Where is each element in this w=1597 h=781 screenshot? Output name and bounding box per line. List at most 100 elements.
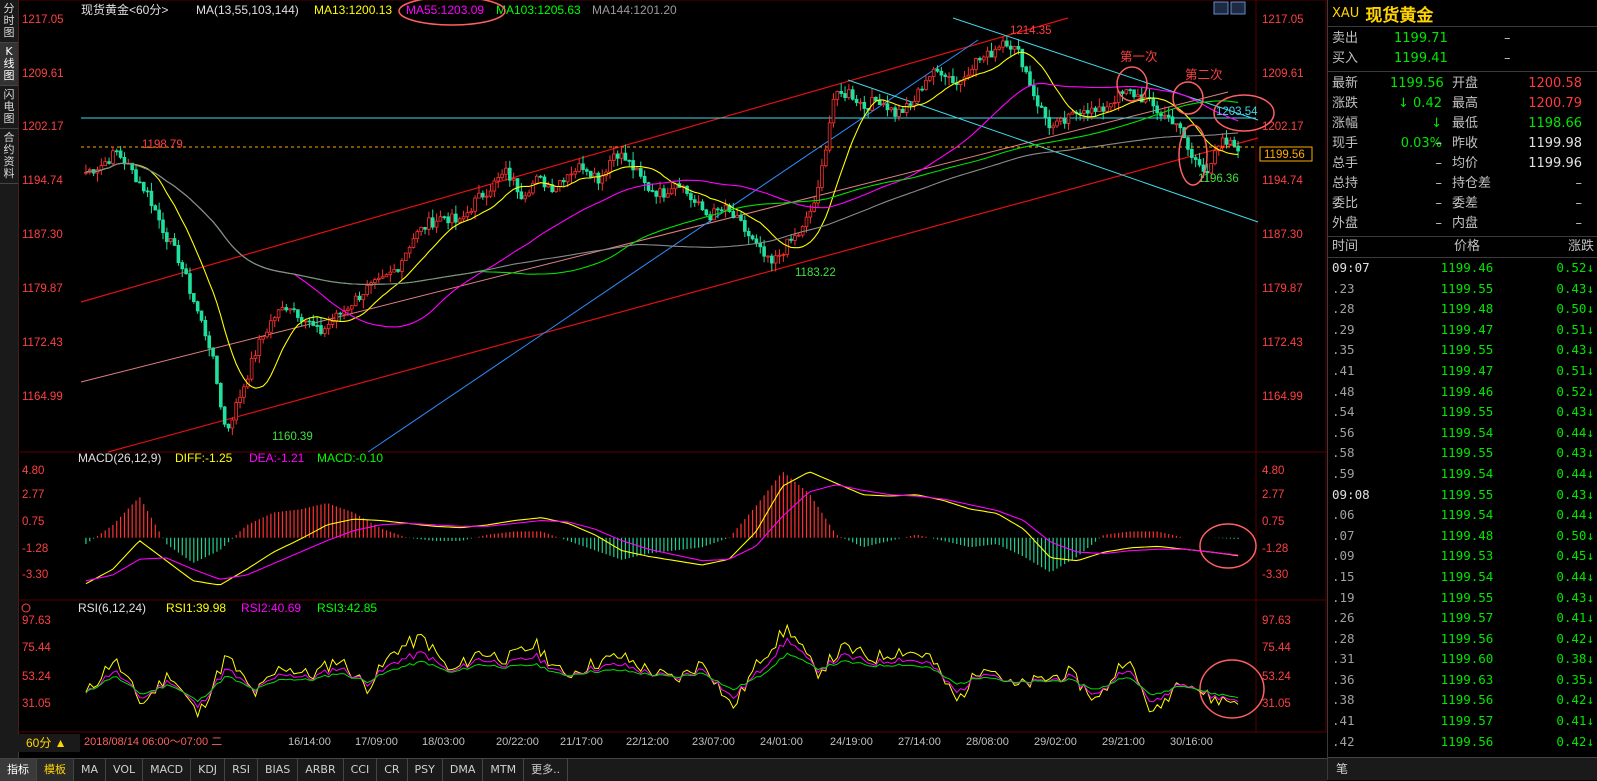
candle-body <box>496 177 501 182</box>
tick-price: 1199.53 <box>1440 548 1494 564</box>
bid-value: 1199.41 <box>1394 51 1448 66</box>
tab-cci[interactable]: CCI <box>344 759 378 781</box>
current-price-value: 1199.56 <box>1264 149 1305 161</box>
stat-cell: 开盘 <box>1452 76 1479 91</box>
tick-row: 09:08 1199.55 0.43↓ <box>1328 485 1597 506</box>
price-tick-right: 1194.74 <box>1262 175 1303 187</box>
tick-price: 1199.55 <box>1440 404 1494 420</box>
candle-body <box>338 312 343 315</box>
tick-mode-label[interactable]: 笔 <box>1336 762 1349 776</box>
tab-psy[interactable]: PSY <box>408 759 443 781</box>
candle-body <box>916 88 921 102</box>
tab-arbr[interactable]: ARBR <box>298 759 344 781</box>
candle-body <box>149 190 154 207</box>
quote-panel: XAU 现货黄金 卖出 1199.71 – 买入 1199.41 – 最新 119… <box>1327 0 1597 780</box>
tab-bias[interactable]: BIAS <box>258 759 299 781</box>
time-tick: 20/22:00 <box>496 736 539 748</box>
candle-body <box>249 357 254 380</box>
tab-macd[interactable]: MACD <box>143 759 192 781</box>
candle-body <box>350 305 354 310</box>
tick-time: .36 <box>1332 671 1355 687</box>
candle-body <box>692 199 697 203</box>
candle-body <box>473 197 477 212</box>
bid-ask-section: 卖出 1199.71 – 买入 1199.41 – <box>1328 27 1597 72</box>
tab-ma[interactable]: MA <box>74 759 107 781</box>
candle-body <box>1066 113 1071 124</box>
tick-price: 1199.57 <box>1440 713 1494 729</box>
tab-flash[interactable]: 闪电图 <box>0 86 18 129</box>
candle-body <box>1059 118 1063 122</box>
ma144-line <box>85 132 1239 285</box>
tab-kdj[interactable]: KDJ <box>191 759 226 781</box>
tab-rsi[interactable]: RSI <box>225 759 258 781</box>
channel-lower-line <box>107 137 1259 453</box>
bid-volume: – <box>1504 51 1511 66</box>
tick-time-header: 时间 <box>1332 239 1359 254</box>
stat-cell: – <box>1435 156 1443 171</box>
ma103-line <box>85 100 1239 285</box>
candle-body <box>400 260 404 272</box>
candle-body <box>889 107 894 111</box>
zoom-out-icon[interactable] <box>1213 1 1229 15</box>
tab-cr[interactable]: CR <box>377 759 408 781</box>
tab-contract-info[interactable]: 合约资料 <box>0 129 18 184</box>
tab-vol[interactable]: VOL <box>106 759 144 781</box>
candle-body <box>854 98 859 103</box>
tick-price: 1199.54 <box>1440 465 1494 481</box>
time-tick: 29/21:00 <box>1102 736 1145 748</box>
tab-dma[interactable]: DMA <box>443 759 484 781</box>
tick-price: 1199.55 <box>1440 342 1494 358</box>
tab-timeshare[interactable]: 分时图 <box>0 0 18 43</box>
period-selector[interactable] <box>18 734 80 752</box>
mid-trend-line <box>80 91 1229 383</box>
tick-row: .09 1199.53 0.45↓ <box>1328 546 1597 567</box>
tab-kline[interactable]: K线图 <box>0 43 18 86</box>
candle-body <box>743 220 747 232</box>
candle-body <box>272 317 277 322</box>
stat-cell: 1200.79 <box>1528 96 1582 111</box>
tab-templates[interactable]: 模板 <box>37 759 74 781</box>
candle-body <box>165 232 169 243</box>
candle-body <box>218 383 223 408</box>
tab-indicators[interactable]: 指标 <box>0 759 37 781</box>
price-axis-right: 1217.05 1209.61 1202.17 1194.74 1187.30 … <box>1262 14 1304 403</box>
candle-body <box>608 160 612 173</box>
candle-body <box>430 217 435 228</box>
kline-chart[interactable]: 现货黄金<60分> MA(13,55,103,144) MA13:1200.13… <box>18 0 1327 758</box>
tick-change: 0.52↓ <box>1556 383 1594 399</box>
candle-body <box>296 309 300 318</box>
candle-body <box>635 168 639 171</box>
tab-more[interactable]: 更多.. <box>524 759 569 781</box>
zoom-in-icon[interactable] <box>1230 1 1246 15</box>
tab-mtm[interactable]: MTM <box>483 759 525 781</box>
quote-name: 现货黄金 <box>1365 5 1434 26</box>
candle-body <box>777 254 782 257</box>
stat-cell: 总持 <box>1332 176 1359 191</box>
ask-row: 卖出 1199.71 – <box>1328 29 1597 49</box>
candle-body <box>457 218 462 223</box>
tick-change-header: 涨跌 <box>1567 239 1594 254</box>
candle-body <box>881 103 886 106</box>
current-price-tag <box>1259 146 1313 162</box>
tick-change: 0.42↓ <box>1556 630 1594 646</box>
price-tick-left: 1164.99 <box>22 391 63 403</box>
period-label[interactable]: 60分 ▲ <box>26 736 67 750</box>
candle-body <box>403 252 408 262</box>
rsi-tick-left: 53.24 <box>22 671 51 683</box>
indicator-settings-icon[interactable] <box>21 603 31 613</box>
candle-body <box>507 167 512 181</box>
tick-change: 0.41↓ <box>1556 713 1594 729</box>
candle-body <box>427 217 431 230</box>
tick-row: .19 1199.55 0.43↓ <box>1328 588 1597 609</box>
rsi-axis: 97.63 75.44 53.24 31.05 97.63 75.44 53.2… <box>22 615 1291 710</box>
stat-cell: 现手 <box>1332 136 1359 151</box>
candle-body <box>157 209 161 221</box>
ask-volume: – <box>1504 31 1511 46</box>
second-test-label: 第二次 <box>1185 68 1223 82</box>
candle-body <box>928 76 932 81</box>
stats-section: 最新 1199.56 开盘 1200.58 涨跌 ↓ 0.42 最高 1200.79 涨幅 ↓ 0… <box>1328 72 1597 237</box>
candle-body <box>380 276 385 279</box>
drop-circle <box>1178 124 1208 186</box>
candle-body <box>415 231 420 240</box>
tick-list[interactable]: 09:07 1199.46 0.52↓ .23 1199.55 0.43↓ .28 1199.… <box>1328 258 1597 752</box>
